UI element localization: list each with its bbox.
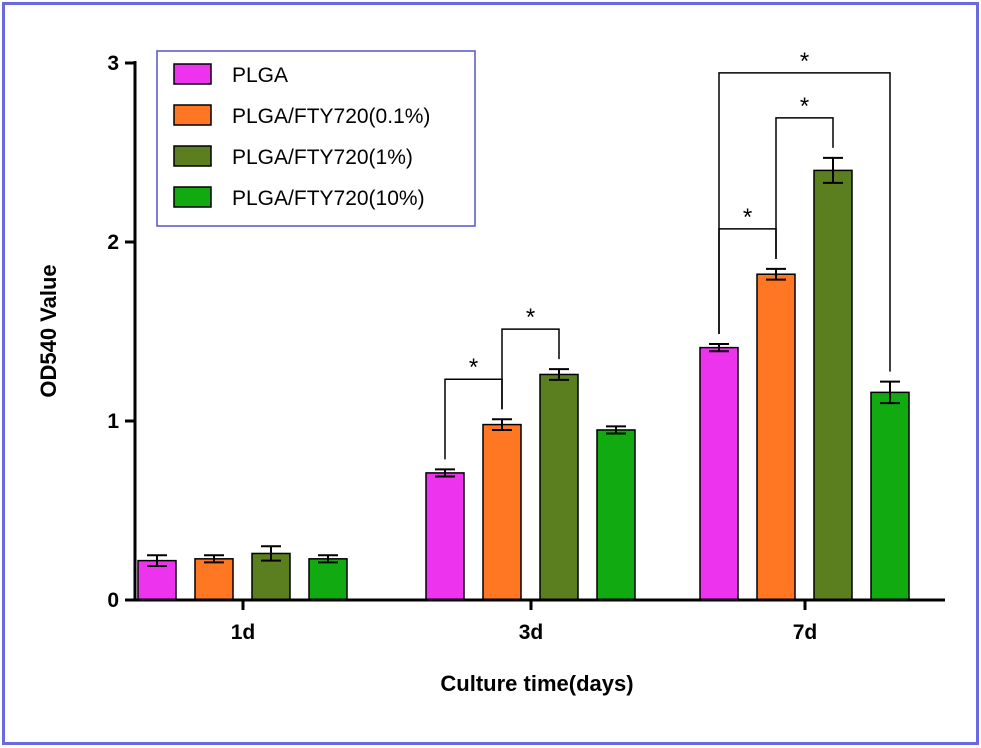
legend-swatch: [173, 186, 212, 208]
x-tick-label: 1d: [231, 621, 256, 644]
significance-star: *: [800, 48, 809, 75]
significance-bracket: [501, 328, 560, 410]
bar: [596, 429, 636, 601]
bar: [813, 169, 853, 601]
y-axis-title: OD540 Value: [36, 264, 61, 397]
bar: [699, 346, 739, 601]
significance-star: *: [526, 304, 535, 331]
x-tick-label: 3d: [519, 621, 544, 644]
legend-swatch: [173, 145, 212, 167]
bar: [756, 273, 796, 601]
bar: [308, 558, 348, 601]
legend-swatch: [173, 63, 212, 85]
y-ticks: 0 1 2 3: [107, 52, 135, 612]
legend: PLGA PLGA/FTY720(0.1%) PLGA/FTY720(1%) PLGA…: [156, 50, 476, 227]
bar: [194, 558, 234, 601]
legend-label: PLGA: [232, 64, 288, 87]
y-tick-label: 0: [107, 589, 119, 612]
legend-label: PLGA/FTY720(0.1%): [232, 105, 430, 128]
legend-swatch: [173, 104, 212, 126]
y-tick-label: 3: [107, 52, 119, 75]
y-tick-label: 2: [107, 231, 119, 254]
bar: [870, 391, 910, 601]
plot-area: [137, 156, 910, 601]
bar: [425, 472, 465, 601]
significance-star: *: [800, 93, 809, 120]
y-tick-label: 1: [107, 410, 119, 433]
bar: [482, 423, 522, 601]
x-ticks: 1d 3d 7d: [231, 600, 818, 644]
legend-label: PLGA/FTY720(1%): [232, 146, 413, 169]
significance-star: *: [469, 354, 478, 381]
legend-label: PLGA/FTY720(10%): [232, 187, 425, 210]
x-axis-title: Culture time(days): [440, 671, 633, 696]
significance-bracket: [775, 117, 834, 259]
significance-brackets: * * * * *: [444, 48, 891, 460]
x-tick-label: 7d: [793, 621, 818, 644]
bar: [539, 373, 579, 601]
significance-bracket: [718, 72, 891, 372]
significance-star: *: [743, 204, 752, 231]
